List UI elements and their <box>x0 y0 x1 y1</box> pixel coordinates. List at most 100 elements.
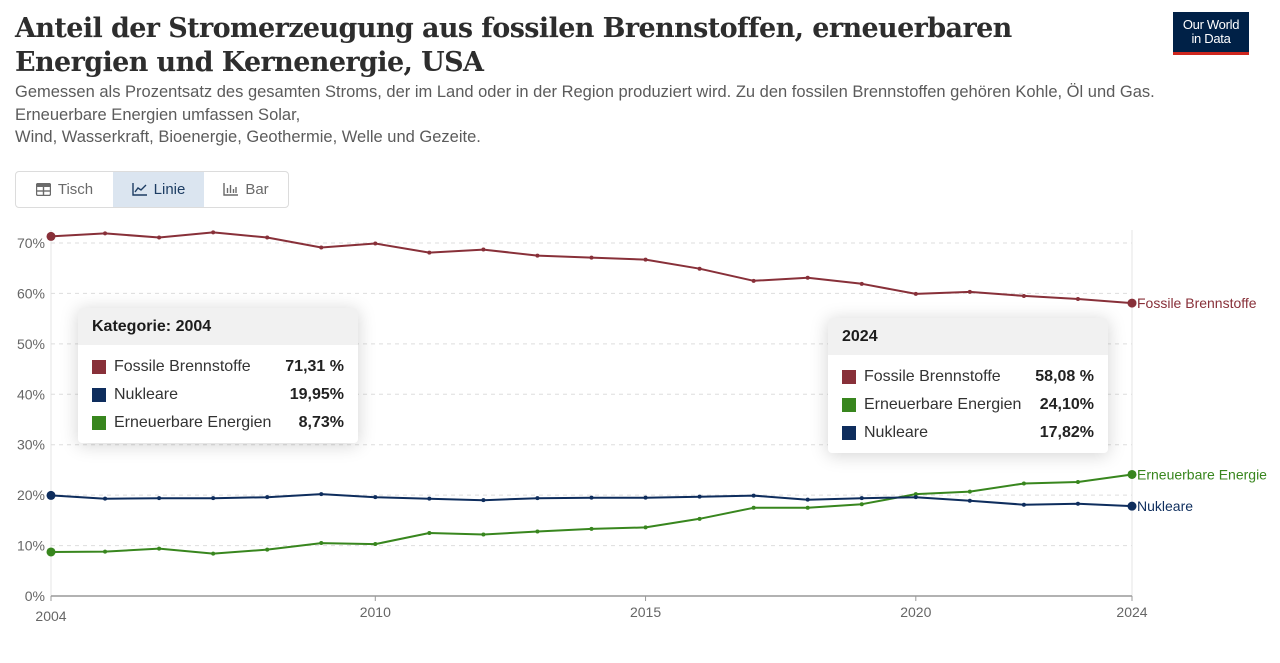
data-point <box>535 253 540 258</box>
data-point <box>697 494 702 499</box>
tooltip-value: 24,10% <box>1039 396 1094 413</box>
tab-label: Linie <box>153 181 186 198</box>
tooltip-2024: 2024 Fossile Brennstoffe 58,08 % Erneuer… <box>828 318 1108 453</box>
data-point <box>697 516 702 521</box>
data-point <box>157 496 162 501</box>
legend-swatch-renewable <box>92 416 106 430</box>
tab-label: Bar <box>245 181 269 198</box>
data-point <box>427 530 432 535</box>
data-point <box>589 255 594 260</box>
data-point <box>643 525 648 530</box>
data-point <box>967 289 972 294</box>
data-point <box>1021 481 1026 486</box>
tooltip-value: 71,31 % <box>285 358 344 375</box>
data-point <box>1021 293 1026 298</box>
data-point <box>319 541 324 546</box>
tab-bar[interactable]: Bar <box>204 172 288 207</box>
data-point <box>751 493 756 498</box>
tooltip-series-name: Nukleare <box>114 386 179 403</box>
y-tick-label: 30% <box>17 437 45 453</box>
data-point <box>211 551 216 556</box>
subtitle-line: Wind, Wasserkraft, Bioenergie, Geothermi… <box>15 128 481 146</box>
tooltip-header: 2024 <box>828 318 1108 355</box>
tab-table[interactable]: Tisch <box>16 172 113 207</box>
data-point <box>46 547 56 557</box>
data-point <box>103 231 108 236</box>
data-point <box>751 505 756 510</box>
data-point <box>1127 501 1137 511</box>
data-point <box>1075 296 1080 301</box>
data-point <box>913 492 918 497</box>
data-point <box>805 497 810 502</box>
data-point <box>373 241 378 246</box>
data-point <box>535 529 540 534</box>
tooltip-row: Erneuerbare Energien 24,10% <box>842 391 1094 419</box>
data-point <box>481 532 486 537</box>
y-axis: 0% 10% 20% 30% 40% 50% 60% 70% <box>17 235 45 604</box>
data-point <box>1075 501 1080 506</box>
data-point <box>967 489 972 494</box>
data-point <box>805 505 810 510</box>
tooltip-header: Kategorie: 2004 <box>78 308 358 345</box>
bar-chart-icon <box>223 183 239 196</box>
tooltip-row: Nukleare 19,95% <box>92 381 344 409</box>
subtitle-line: Gemessen als Prozentsatz des gesamten St… <box>15 83 1155 101</box>
chart-title: Anteil der Stromerzeugung aus fossilen B… <box>15 13 1012 78</box>
data-point <box>1127 469 1137 479</box>
data-point <box>46 231 56 241</box>
table-icon <box>35 183 51 196</box>
data-point <box>211 496 216 501</box>
view-tabs: Tisch Linie Bar <box>15 171 289 208</box>
tooltip-2004: Kategorie: 2004 Fossile Brennstoffe 71,3… <box>78 308 358 443</box>
data-point <box>751 278 756 283</box>
tooltip-series-name: Fossile Brennstoffe <box>864 368 1001 385</box>
data-point <box>157 546 162 551</box>
data-point <box>103 496 108 501</box>
y-tick-label: 40% <box>17 386 45 402</box>
legend-swatch-nuclear <box>92 388 106 402</box>
data-point <box>1075 480 1080 485</box>
data-point <box>859 502 864 507</box>
data-point <box>643 257 648 262</box>
data-point <box>265 547 270 552</box>
data-point <box>805 275 810 280</box>
y-tick-label: 60% <box>17 285 45 301</box>
y-tick-label: 0% <box>25 588 45 604</box>
x-tick-label: 2015 <box>630 604 661 620</box>
y-tick-label: 70% <box>17 235 45 251</box>
data-point <box>427 496 432 501</box>
line-chart-icon <box>131 183 147 196</box>
tooltip-series-name: Erneuerbare Energien <box>114 414 272 431</box>
end-label: Fossile Brennstoffe <box>1137 295 1257 311</box>
tooltip-value: 17,82% <box>1039 424 1094 441</box>
series-line-1 <box>50 473 1133 555</box>
tooltip-row: Nukleare 17,82% <box>842 419 1094 447</box>
tooltip-row: Fossile Brennstoffe 58,08 % <box>842 363 1094 391</box>
data-point <box>46 490 56 500</box>
logo-line: Our World <box>1182 17 1240 32</box>
legend-swatch-renewable <box>842 398 856 412</box>
data-point <box>481 247 486 252</box>
end-labels: Fossile Brennstoffe Erneuerbare Energie Nu… <box>1137 295 1267 514</box>
data-point <box>913 495 918 500</box>
logo-line: in Data <box>1191 31 1231 46</box>
tab-line[interactable]: Linie <box>113 172 204 207</box>
data-point <box>427 250 432 255</box>
data-point <box>697 266 702 271</box>
data-point <box>103 549 108 554</box>
x-axis: 2004 2010 2015 2020 2024 <box>35 595 1148 624</box>
series-lines <box>46 230 1137 557</box>
tooltip-row: Erneuerbare Energien 8,73% <box>92 409 344 437</box>
tooltip-value: 8,73% <box>298 414 344 431</box>
x-tick-label: 2020 <box>900 604 931 620</box>
line-chart[interactable]: 0% 10% 20% 30% 40% 50% 60% 70% 2004 2010 2015 2020… <box>0 220 1280 640</box>
y-tick-label: 20% <box>17 487 45 503</box>
owid-logo[interactable]: Our World in Data <box>1173 12 1249 55</box>
tab-label: Tisch <box>57 181 94 198</box>
chart-subtitle: Gemessen als Prozentsatz des gesamten St… <box>15 81 1215 149</box>
data-point <box>481 498 486 503</box>
data-point <box>859 281 864 286</box>
data-point <box>1021 502 1026 507</box>
x-tick-label: 2010 <box>360 604 391 620</box>
data-point <box>535 496 540 501</box>
